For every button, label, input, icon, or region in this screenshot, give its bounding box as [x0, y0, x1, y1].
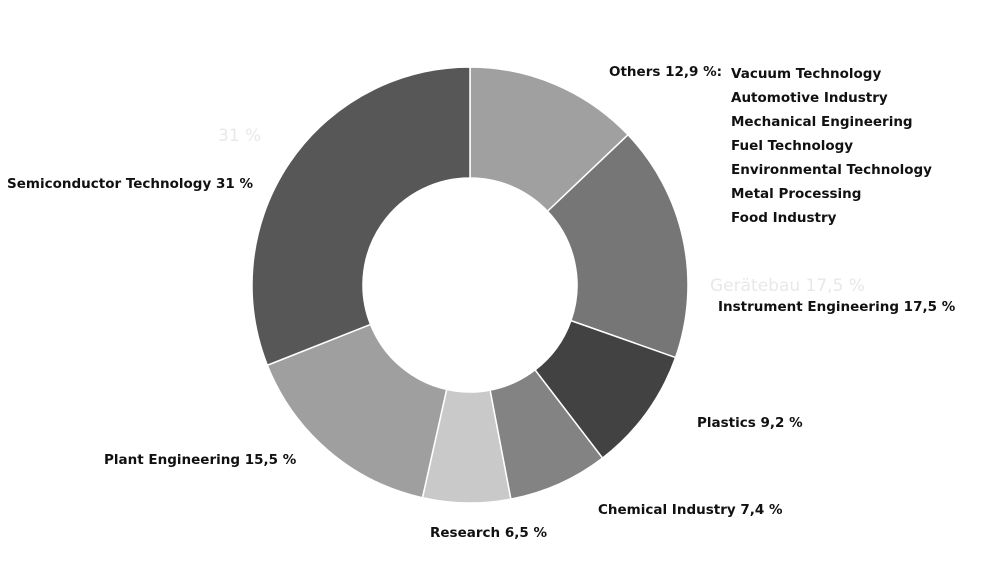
- others-breakdown-list: Vacuum Technology Automotive Industry Me…: [731, 62, 932, 230]
- label-research: Research 6,5 %: [430, 525, 547, 541]
- label-instrument-engineering: Instrument Engineering 17,5 %: [718, 299, 956, 315]
- others-item-automotive-industry: Automotive Industry: [731, 90, 888, 106]
- ghost-text-semiconductor: 31 %: [218, 126, 262, 146]
- others-item-mechanical-engineering: Mechanical Engineering: [731, 114, 913, 130]
- others-item-vacuum-technology: Vacuum Technology: [731, 66, 882, 82]
- slice-plant-engineering: [266, 323, 448, 499]
- label-plastics: Plastics 9,2 %: [697, 415, 803, 431]
- others-item-food-industry: Food Industry: [731, 210, 837, 226]
- others-item-metal-processing: Metal Processing: [731, 186, 862, 202]
- label-chemical-industry: Chemical Industry 7,4 %: [598, 502, 783, 518]
- others-item-fuel-technology: Fuel Technology: [731, 138, 854, 154]
- ghost-text-instrument: Gerätebau 17,5 %: [710, 276, 865, 296]
- label-others: Others 12,9 %:: [609, 64, 723, 80]
- others-item-environmental-technology: Environmental Technology: [731, 162, 932, 178]
- slice-instrument-engineering: [546, 133, 689, 359]
- label-plant-engineering: Plant Engineering 15,5 %: [104, 452, 297, 468]
- label-semiconductor-technology: Semiconductor Technology 31 %: [7, 176, 253, 192]
- slice-semiconductor-technology: [251, 66, 471, 367]
